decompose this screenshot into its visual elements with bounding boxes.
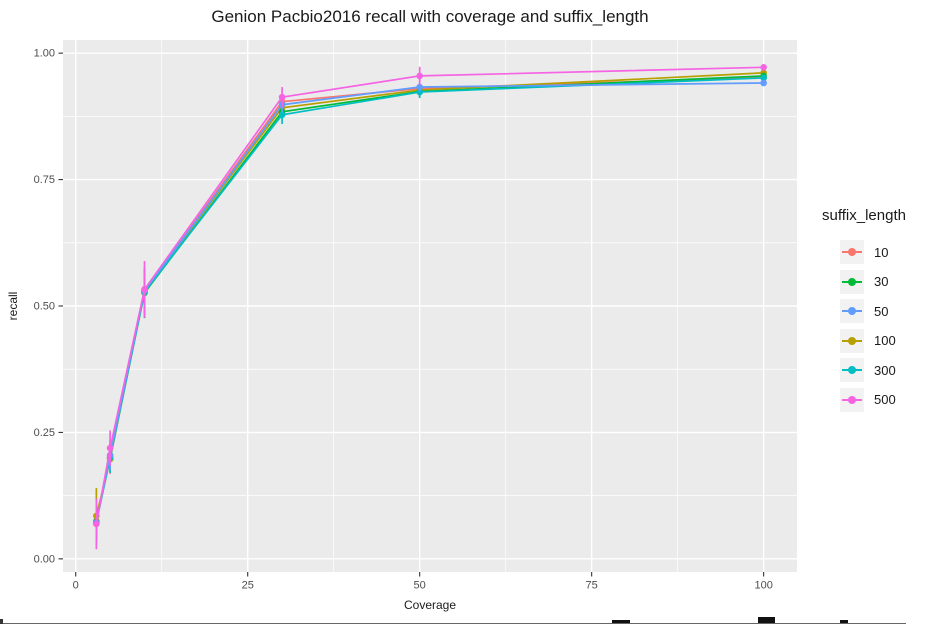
legend-item-10: 10	[840, 240, 936, 264]
legend-key-dot	[848, 307, 856, 315]
y-tick-label: 0.25	[34, 427, 55, 439]
data-point-500	[278, 93, 286, 101]
bottom-artifact	[0, 619, 3, 624]
legend-key-dot	[848, 395, 856, 404]
x-axis-title: Coverage	[403, 598, 457, 612]
bottom-edge-line	[0, 623, 906, 624]
bottom-artifact	[758, 617, 775, 623]
legend-key-dot	[848, 248, 856, 256]
legend-item-label: 500	[874, 392, 896, 407]
legend-key-dot	[848, 366, 856, 374]
y-tick-label: 0.00	[34, 553, 55, 565]
legend-item-300: 300	[840, 358, 936, 382]
legend-item-label: 100	[874, 333, 896, 348]
legend-item-label: 10	[874, 244, 889, 260]
x-tick-label: 25	[242, 580, 254, 592]
y-tick-label: 1.00	[34, 48, 55, 60]
legend-item-50: 50	[840, 299, 936, 323]
data-point-50	[416, 83, 423, 91]
legend-item-500: 500	[840, 387, 936, 412]
bottom-artifact	[840, 620, 848, 623]
legend-item-label: 300	[874, 362, 896, 378]
y-tick-label: 0.50	[34, 301, 55, 313]
data-point-500	[760, 64, 767, 71]
bottom-artifact	[612, 620, 630, 623]
legend-items: 10 30 50 100 300 500	[820, 240, 936, 412]
x-tick-label: 100	[754, 580, 772, 592]
plot-title: Genion Pacbio2016 recall with coverage a…	[211, 7, 649, 26]
data-point-300	[278, 111, 286, 119]
legend-key-glyph	[840, 387, 864, 412]
legend-key-glyph	[840, 240, 864, 264]
series-line-500	[95, 66, 764, 525]
data-point-50	[760, 79, 767, 87]
y-tick-label: 0.75	[34, 174, 55, 186]
data-point-500	[141, 286, 148, 293]
x-tick-label: 75	[586, 580, 598, 592]
data-point-300	[760, 74, 767, 82]
legend-item-label: 50	[874, 303, 889, 319]
data-point-500	[416, 72, 423, 80]
data-point-500	[106, 444, 114, 452]
y-axis-title: recall	[6, 291, 20, 321]
legend-key-glyph	[840, 328, 864, 353]
legend-key-glyph	[840, 269, 864, 294]
legend-item-100: 100	[840, 328, 936, 353]
legend-key-dot	[848, 336, 856, 345]
data-point-500	[93, 520, 100, 528]
legend-title: suffix_length	[822, 207, 906, 224]
legend: suffix_length 10 30 50 100 300 500	[820, 207, 936, 417]
series-line-50	[95, 82, 764, 524]
legend-key-glyph	[840, 358, 864, 382]
legend-item-30: 30	[840, 269, 936, 294]
legend-item-label: 30	[874, 274, 889, 289]
legend-key-glyph	[840, 299, 864, 323]
legend-key-dot	[848, 277, 856, 286]
x-tick-label: 50	[414, 580, 426, 592]
x-tick-label: 0	[73, 580, 79, 592]
